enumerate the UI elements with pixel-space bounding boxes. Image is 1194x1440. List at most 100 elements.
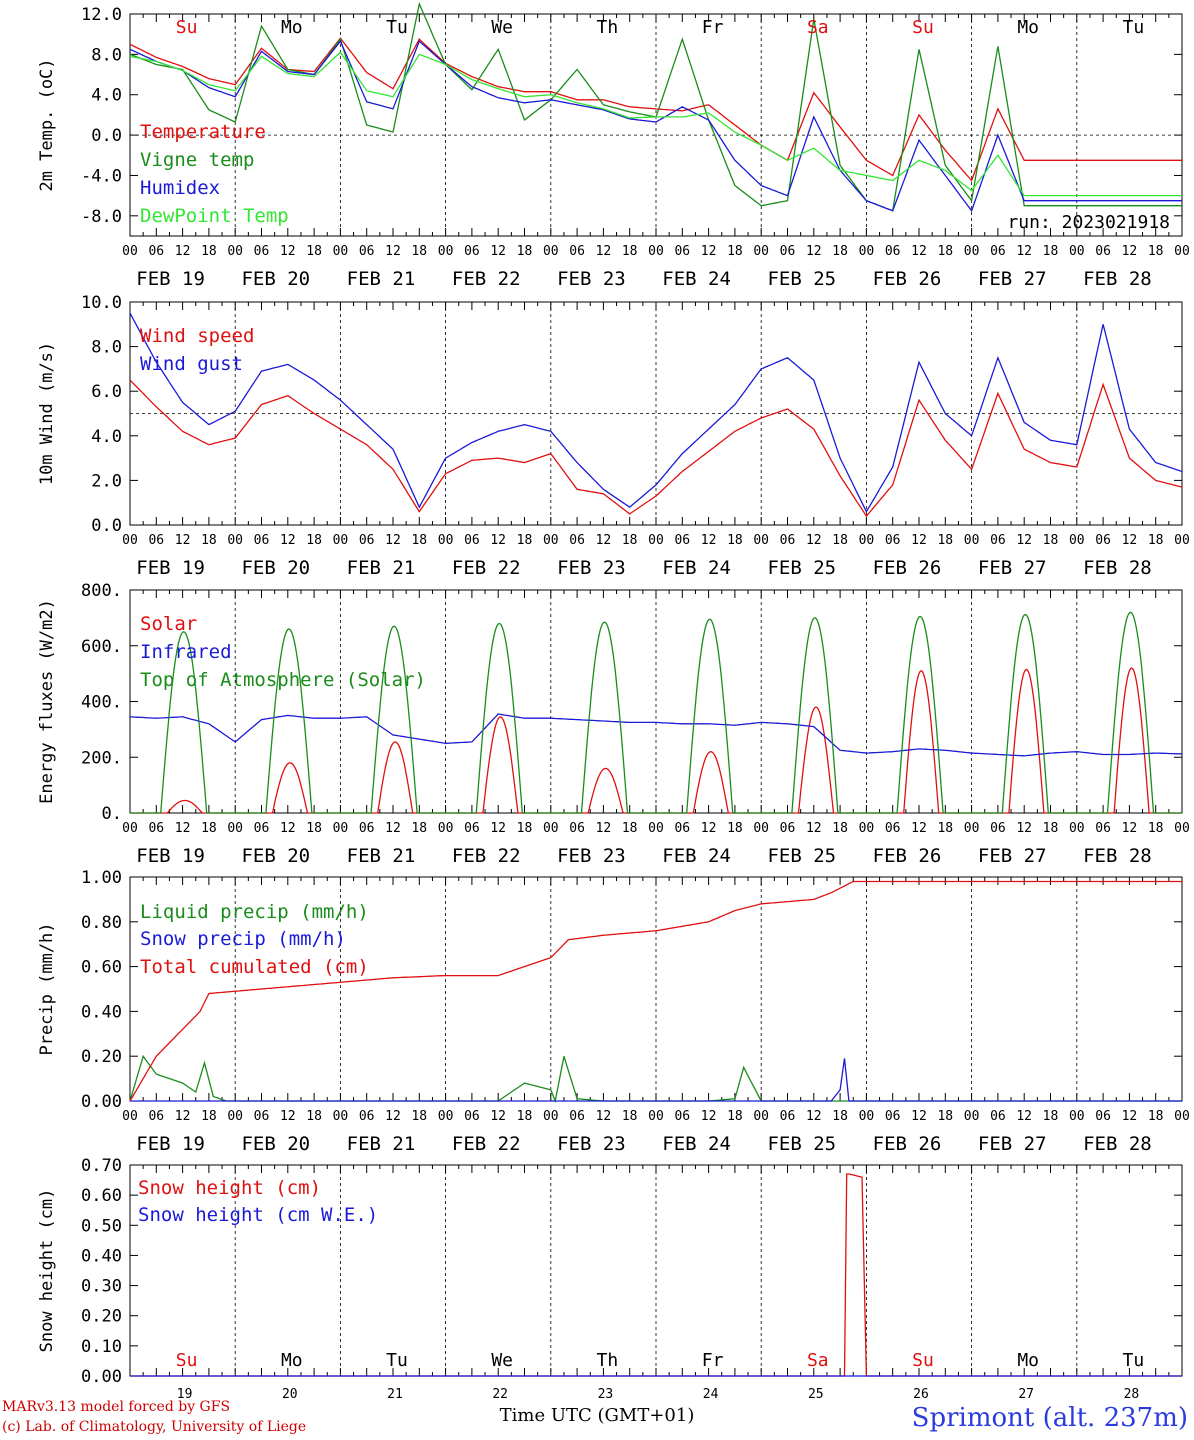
- y-tick-label: 0.: [102, 804, 122, 824]
- y-tick-label: 0.00: [81, 1092, 122, 1112]
- hour-tick-label: 00: [122, 244, 138, 259]
- hour-tick-label: 12: [596, 1109, 612, 1124]
- lab-credit: (c) Lab. of Climatology, University of L…: [2, 1419, 307, 1435]
- hour-tick-label: 06: [780, 533, 796, 548]
- hour-tick-label: 12: [911, 244, 927, 259]
- hour-tick-label: 18: [1148, 1109, 1164, 1124]
- y-tick-label: 0.10: [81, 1337, 122, 1357]
- hour-tick-label: 18: [517, 533, 533, 548]
- hour-tick-label: 12: [385, 821, 401, 836]
- hour-tick-label: 06: [254, 1109, 270, 1124]
- hour-tick-label: 00: [438, 821, 454, 836]
- weekday-label: Su: [176, 17, 198, 38]
- date-label: FEB 25: [767, 1133, 836, 1155]
- hour-tick-label: 06: [990, 1109, 1006, 1124]
- hour-tick-label: 00: [964, 244, 980, 259]
- hour-tick-label: 18: [306, 244, 322, 259]
- weekday-label: Fr: [702, 17, 724, 38]
- hour-tick-label: 00: [543, 533, 559, 548]
- hour-tick-label: 00: [964, 533, 980, 548]
- date-label: FEB 26: [873, 557, 942, 579]
- date-label: FEB 20: [241, 1133, 310, 1155]
- hour-tick-label: 06: [674, 533, 690, 548]
- day-number-label: 27: [1018, 1387, 1034, 1402]
- hour-tick-label: 18: [832, 533, 848, 548]
- hour-tick-label: 00: [227, 244, 243, 259]
- hour-tick-label: 12: [175, 244, 191, 259]
- hour-tick-label: 18: [727, 1109, 743, 1124]
- y-tick-label: 200.: [81, 748, 122, 768]
- hour-tick-label: 12: [1122, 821, 1138, 836]
- y-tick-label: 8.0: [91, 45, 122, 65]
- date-label: FEB 23: [557, 1133, 626, 1155]
- hour-tick-label: 12: [1016, 821, 1032, 836]
- hour-tick-label: 12: [175, 1109, 191, 1124]
- panel-5: [129, 1164, 1183, 1377]
- hour-tick-label: 18: [411, 1109, 427, 1124]
- hour-tick-label: 06: [148, 1109, 164, 1124]
- date-label: FEB 21: [347, 557, 416, 579]
- hour-tick-label: 00: [1174, 821, 1190, 836]
- y-axis-label: 2m Temp. (oC): [37, 58, 57, 191]
- weekday-label: Tu: [1123, 1350, 1145, 1371]
- y-tick-label: 0.20: [81, 1307, 122, 1327]
- hour-tick-label: 12: [175, 533, 191, 548]
- hour-tick-label: 18: [937, 821, 953, 836]
- date-label: FEB 19: [136, 557, 205, 579]
- weekday-label: Sa: [807, 1350, 829, 1371]
- date-label: FEB 28: [1083, 268, 1152, 290]
- station-name: Sprimont (alt. 237m): [911, 1403, 1188, 1433]
- date-label: FEB 22: [452, 268, 521, 290]
- series-line-wind-speed: [129, 379, 1183, 518]
- panel-2: [129, 301, 1183, 526]
- y-axis-label: Snow height (cm): [37, 1189, 57, 1353]
- hour-tick-label: 00: [1069, 821, 1085, 836]
- date-label: FEB 28: [1083, 845, 1152, 867]
- y-tick-label: 0.40: [81, 1002, 122, 1022]
- date-label: FEB 20: [241, 268, 310, 290]
- y-axis-label: Energy fluxes (W/m2): [37, 599, 57, 804]
- hour-tick-label: 18: [306, 821, 322, 836]
- hour-tick-label: 06: [359, 1109, 375, 1124]
- day-number-label: 26: [913, 1387, 929, 1402]
- hour-tick-label: 06: [148, 821, 164, 836]
- weekday-label: Mo: [281, 1350, 303, 1371]
- day-number-label: 19: [177, 1387, 193, 1402]
- hour-tick-label: 18: [937, 244, 953, 259]
- series-line-total-cumulated-cm-: [129, 880, 1182, 1102]
- hour-tick-label: 12: [806, 533, 822, 548]
- weekday-label: We: [491, 17, 513, 38]
- hour-tick-label: 00: [543, 244, 559, 259]
- y-tick-label: 2.0: [91, 471, 122, 491]
- hour-tick-label: 18: [201, 244, 217, 259]
- hour-tick-label: 00: [227, 1109, 243, 1124]
- date-label: FEB 25: [767, 557, 836, 579]
- hour-tick-label: 06: [990, 821, 1006, 836]
- hour-tick-label: 18: [832, 244, 848, 259]
- weekday-label: Su: [912, 17, 934, 38]
- y-tick-label: 12.0: [81, 5, 122, 25]
- hour-tick-label: 06: [148, 244, 164, 259]
- hour-tick-label: 12: [701, 821, 717, 836]
- hour-tick-label: 12: [1016, 244, 1032, 259]
- date-label: FEB 20: [241, 845, 310, 867]
- hour-tick-label: 18: [937, 533, 953, 548]
- hour-tick-label: 00: [753, 244, 769, 259]
- hour-tick-label: 12: [701, 533, 717, 548]
- hour-tick-label: 18: [622, 533, 638, 548]
- y-tick-label: 0.20: [81, 1047, 122, 1067]
- hour-tick-label: 18: [411, 244, 427, 259]
- legend-entry: Humidex: [140, 177, 220, 199]
- legend-entry: Wind speed: [140, 325, 254, 347]
- hour-tick-label: 12: [1122, 533, 1138, 548]
- hour-tick-label: 06: [569, 244, 585, 259]
- hour-tick-label: 06: [885, 533, 901, 548]
- hour-tick-label: 00: [333, 821, 349, 836]
- hour-tick-label: 18: [622, 1109, 638, 1124]
- y-axis-label: Precip (mm/h): [37, 922, 57, 1055]
- hour-tick-label: 12: [596, 244, 612, 259]
- hour-tick-label: 06: [780, 244, 796, 259]
- hour-tick-label: 06: [1095, 821, 1111, 836]
- hour-tick-label: 00: [1069, 1109, 1085, 1124]
